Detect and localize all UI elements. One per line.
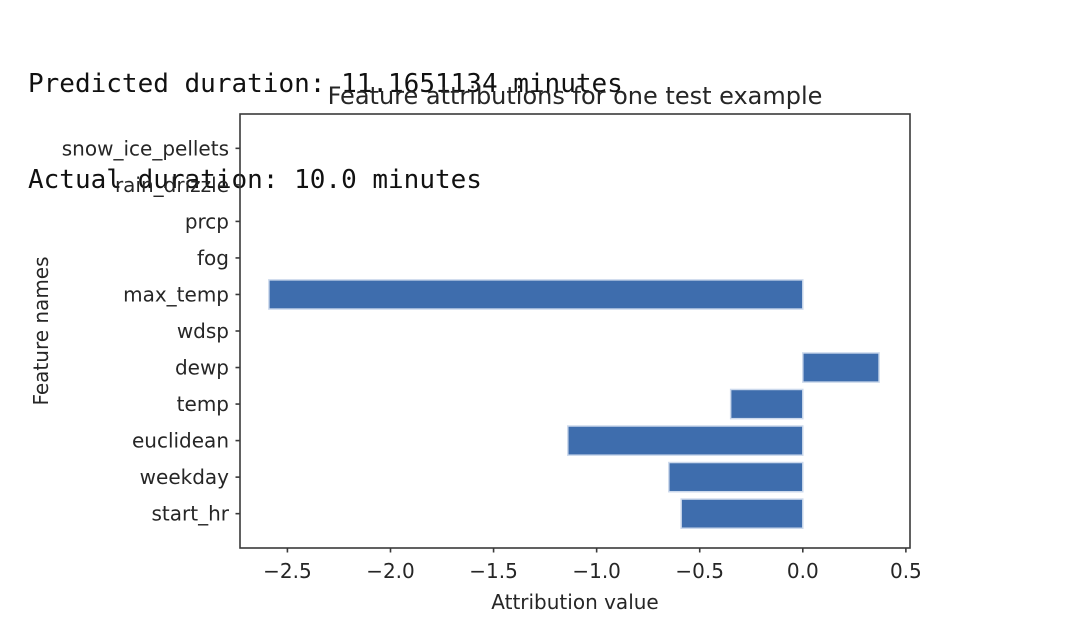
- actual-duration-text: Actual duration: 10.0 minutes: [28, 165, 482, 195]
- y-tick-label-max_temp: max_temp: [123, 282, 229, 306]
- x-tick-label: −0.5: [675, 559, 724, 583]
- y-tick-label-temp: temp: [177, 392, 229, 416]
- y-tick-label-start_hr: start_hr: [152, 502, 230, 526]
- x-tick-label: 0.0: [787, 559, 819, 583]
- bar-temp: [729, 388, 804, 420]
- y-tick-label-weekday: weekday: [140, 465, 230, 489]
- x-axis-label: Attribution value: [491, 590, 659, 614]
- y-tick-label-wdsp: wdsp: [177, 319, 229, 343]
- y-tick-label-fog: fog: [197, 246, 229, 270]
- chart-title: Feature attributions for one test exampl…: [327, 82, 823, 110]
- plot-border: [239, 113, 911, 549]
- x-tick-label: −1.5: [469, 559, 518, 583]
- bar-dewp: [802, 352, 880, 383]
- bar-weekday: [668, 461, 804, 493]
- y-tick-label-euclidean: euclidean: [132, 429, 229, 453]
- x-tick-label: −2.5: [263, 559, 312, 583]
- x-tick-label: −2.0: [366, 559, 415, 583]
- x-tick-label: −1.0: [572, 559, 621, 583]
- predicted-duration-text: Predicted duration: 11.1651134 minutes: [28, 69, 623, 99]
- y-tick-label-snow_ice_pellets: snow_ice_pellets: [62, 136, 229, 160]
- bar-euclidean: [567, 425, 804, 456]
- y-tick-label-prcp: prcp: [185, 209, 229, 233]
- duration-output-text: Predicted duration: 11.1651134 minutes A…: [28, 4, 623, 260]
- bar-start_hr: [680, 498, 804, 530]
- y-tick-label-dewp: dewp: [175, 356, 229, 380]
- x-tick-label: 0.5: [890, 559, 922, 583]
- bar-max_temp: [268, 279, 804, 310]
- y-tick-label-rain_drizzle: rain_drizzle: [115, 173, 229, 197]
- y-axis-label: Feature names: [29, 256, 53, 406]
